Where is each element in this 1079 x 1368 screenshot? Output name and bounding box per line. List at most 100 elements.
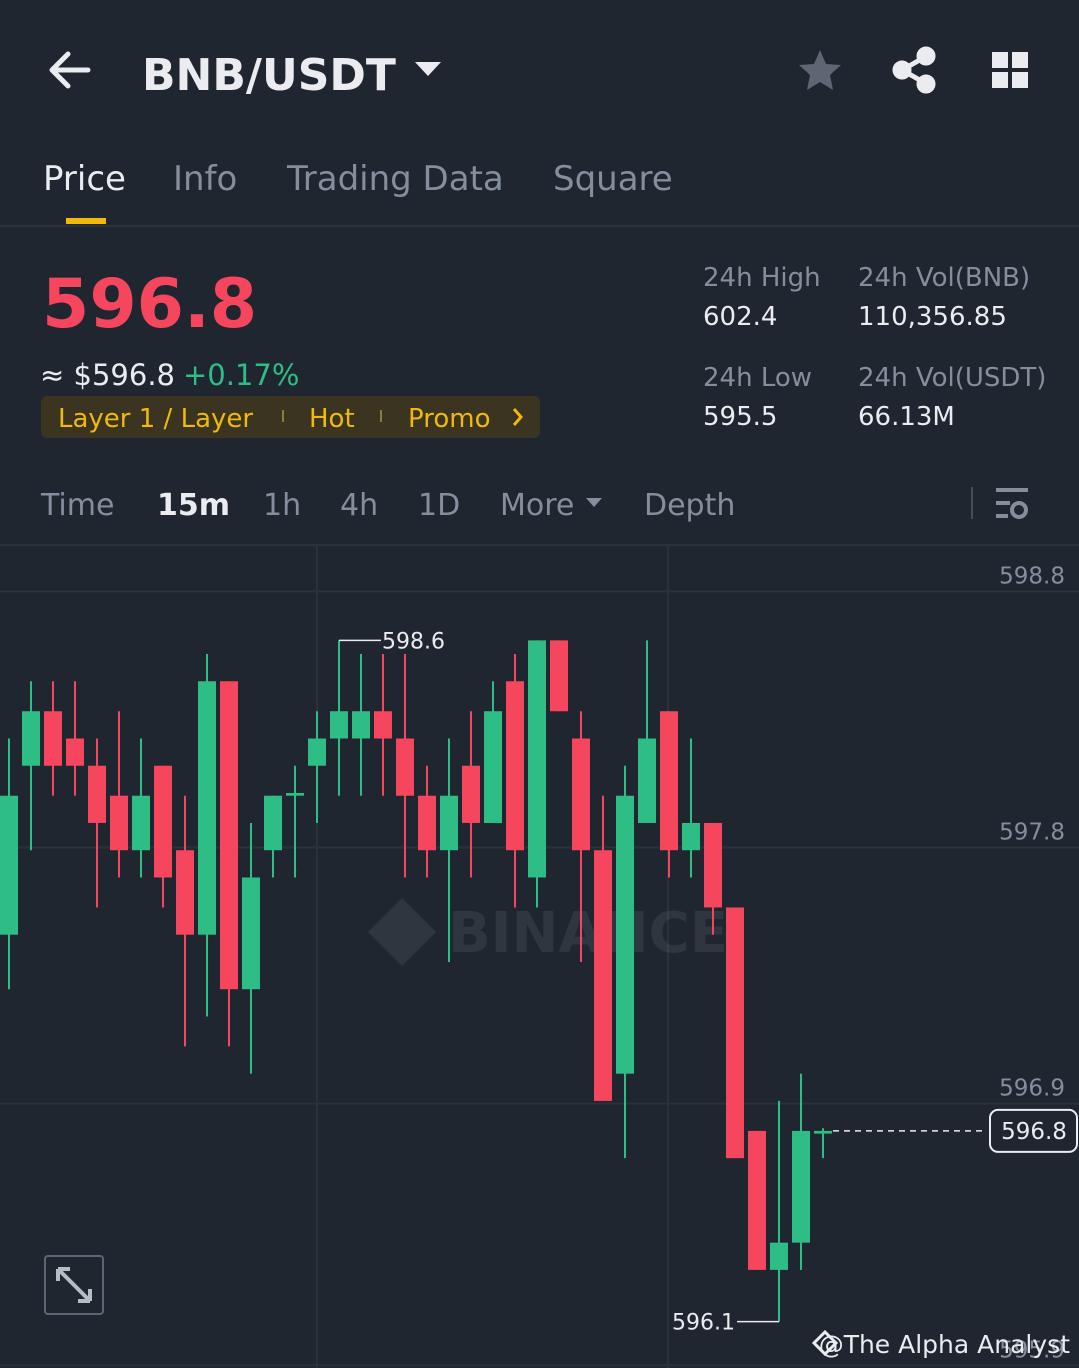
candle xyxy=(594,795,612,1101)
high-annotation: 598.6 xyxy=(382,629,445,654)
candle xyxy=(308,711,326,823)
interval[interactable]: 1h xyxy=(263,488,301,523)
plot: 598.8 597.8 596.9 595.9 598.6 596.1 596.8 xyxy=(0,563,1079,1367)
candle xyxy=(440,738,458,962)
last-price-box xyxy=(989,1108,1078,1153)
grid-square xyxy=(992,52,1008,68)
tag-separator xyxy=(380,410,382,422)
grid-square xyxy=(1012,52,1028,68)
approx-price: ≈ $596.8 xyxy=(40,358,175,392)
candle-body xyxy=(330,711,348,739)
stat-label: 24h Vol(USDT) xyxy=(858,363,1046,393)
price-change: +0.17% xyxy=(183,358,299,392)
favorite-star[interactable] xyxy=(799,50,841,90)
back-button[interactable] xyxy=(49,51,91,89)
share-dot xyxy=(892,60,912,80)
candle xyxy=(374,654,392,796)
tab[interactable]: Square xyxy=(553,159,673,199)
candle xyxy=(242,822,260,1074)
candle-body xyxy=(176,850,194,935)
interval[interactable]: 1D xyxy=(418,488,460,523)
candle xyxy=(550,640,568,712)
fullscreen-button[interactable] xyxy=(44,1255,104,1315)
candle xyxy=(154,765,172,908)
candle xyxy=(110,711,128,878)
candle-body xyxy=(220,681,238,990)
candle xyxy=(660,711,678,878)
candle-body xyxy=(638,738,656,823)
tab[interactable]: Price xyxy=(43,159,126,199)
candle-body xyxy=(616,795,634,1074)
y-tick-label: 597.8 xyxy=(999,819,1065,845)
more-caret[interactable] xyxy=(586,498,602,507)
stat-value: 110,356.85 xyxy=(858,302,1007,332)
candle xyxy=(66,681,84,796)
candle-body xyxy=(352,711,370,739)
candle xyxy=(44,681,62,796)
stat-label: 24h Low xyxy=(703,363,812,393)
candle xyxy=(726,907,744,1159)
candle-body xyxy=(550,640,568,712)
candle xyxy=(264,795,282,878)
candle-body xyxy=(264,795,282,851)
candle xyxy=(748,1130,766,1270)
candle-body xyxy=(726,907,744,1159)
grid-square xyxy=(1012,72,1028,88)
candle-body xyxy=(198,681,216,935)
candle xyxy=(286,765,304,878)
tab[interactable]: Info xyxy=(173,159,237,199)
share-button[interactable] xyxy=(892,46,936,94)
tag-bar[interactable] xyxy=(41,396,540,438)
candle-body xyxy=(594,850,612,1101)
candle-body xyxy=(418,795,436,851)
tag: Layer 1 / Layer xyxy=(58,404,253,434)
interval[interactable]: More xyxy=(500,488,574,523)
candle xyxy=(638,640,656,823)
candle-body xyxy=(110,795,128,851)
candle-body xyxy=(308,738,326,766)
candle xyxy=(418,765,436,878)
candle-body xyxy=(286,792,304,796)
stat-label: 24h High xyxy=(703,263,821,293)
tab-underline xyxy=(66,218,106,224)
interval[interactable]: Depth xyxy=(644,488,735,523)
candle xyxy=(22,681,40,851)
candle-body xyxy=(66,738,84,766)
candle xyxy=(132,738,150,878)
candle xyxy=(770,1100,788,1322)
candle-body xyxy=(440,795,458,851)
chart-settings[interactable] xyxy=(996,488,1028,519)
candle-body xyxy=(792,1130,810,1243)
candle xyxy=(528,640,546,908)
interval[interactable]: 15m xyxy=(157,488,230,523)
candle xyxy=(572,711,590,962)
candle-body xyxy=(682,822,700,851)
interval: Time xyxy=(40,488,114,523)
stat-value: 66.13M xyxy=(858,402,955,432)
tag: Hot xyxy=(309,404,355,434)
candle xyxy=(792,1073,810,1270)
candle-body xyxy=(242,877,260,990)
tag: Promo xyxy=(408,404,490,434)
back-arrow xyxy=(49,51,91,89)
candle xyxy=(88,738,106,908)
candle xyxy=(462,711,480,878)
candle-body xyxy=(528,640,546,878)
pair-title[interactable]: BNB/USDT xyxy=(142,50,396,101)
candle xyxy=(220,681,238,1047)
candle xyxy=(814,1128,832,1159)
layout-button[interactable] xyxy=(992,52,1028,88)
share-dot xyxy=(916,74,936,94)
stat-value: 595.5 xyxy=(703,402,777,432)
watermark: BINANCE xyxy=(368,898,728,966)
candle-body xyxy=(0,795,18,935)
candle-body xyxy=(462,765,480,823)
candle xyxy=(484,681,502,823)
tab[interactable]: Trading Data xyxy=(286,159,504,199)
grid-square xyxy=(992,72,1008,88)
interval[interactable]: 4h xyxy=(340,488,378,523)
candle-body xyxy=(132,795,150,851)
stat-label: 24h Vol(BNB) xyxy=(858,263,1030,293)
candle xyxy=(704,822,722,935)
pair-caret[interactable] xyxy=(415,62,441,76)
